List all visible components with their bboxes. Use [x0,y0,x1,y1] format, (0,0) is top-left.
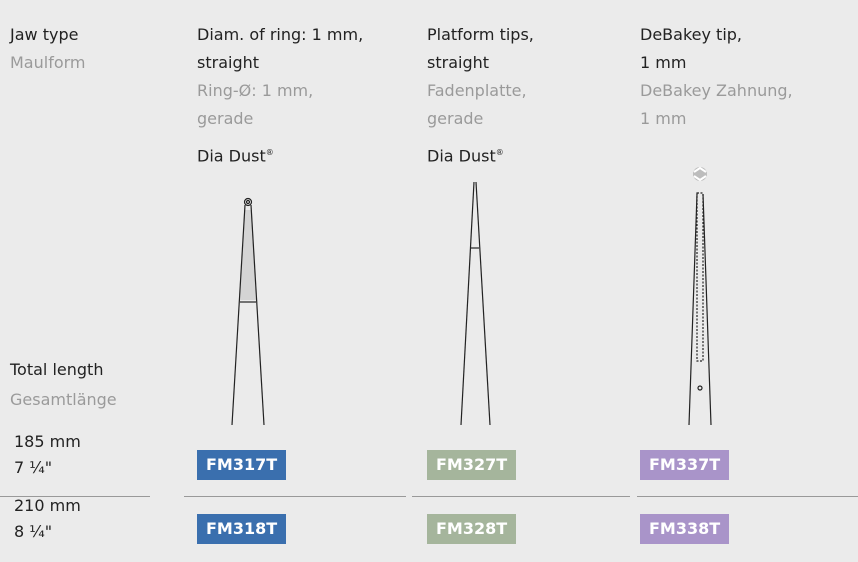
jaw-type: Jaw type [10,25,79,44]
coating-name: Dia Dust [197,146,266,166]
column-title-de: gerade [197,109,254,128]
length-in: 7 ¼" [14,458,53,477]
total-length: Total length [10,360,104,379]
column-title: Diam. of ring: 1 mm, [197,25,364,44]
column-title-de: 1 mm [640,109,687,128]
row-rule [412,496,630,497]
column-title-de: gerade [427,109,484,128]
article-code: FM337T [640,450,730,480]
total-length-de: Gesamtlänge [10,390,117,409]
article-code: FM327T [427,450,517,480]
debakey-tip-drawing [688,166,712,426]
article-code: FM318T [197,514,287,544]
coating: Dia Dust® [427,143,504,166]
length-in: 8 ¼" [14,522,53,541]
length-mm: 185 mm [14,432,81,451]
column-title-de: Fadenplatte, [427,81,527,100]
platform-tip-drawing [460,181,491,426]
registered-mark: ® [265,148,274,157]
ring-tip-drawing [231,197,265,426]
coating-name: Dia Dust [427,146,496,166]
row-rule [0,496,150,497]
column-title: straight [197,53,260,72]
article-code: FM338T [640,514,730,544]
column-title: DeBakey tip, [640,25,742,44]
length-mm: 210 mm [14,496,81,515]
coating: Dia Dust® [197,143,274,166]
article-code: FM317T [197,450,287,480]
column-title-de: DeBakey Zahnung, [640,81,793,100]
article-code: FM328T [427,514,517,544]
column-title: straight [427,53,490,72]
column-title-de: Ring-Ø: 1 mm, [197,81,314,100]
row-rule [184,496,406,497]
registered-mark: ® [495,148,504,157]
jaw-type-de: Maulform [10,53,86,72]
column-title: 1 mm [640,53,687,72]
column-title: Platform tips, [427,25,534,44]
row-rule [637,496,858,497]
